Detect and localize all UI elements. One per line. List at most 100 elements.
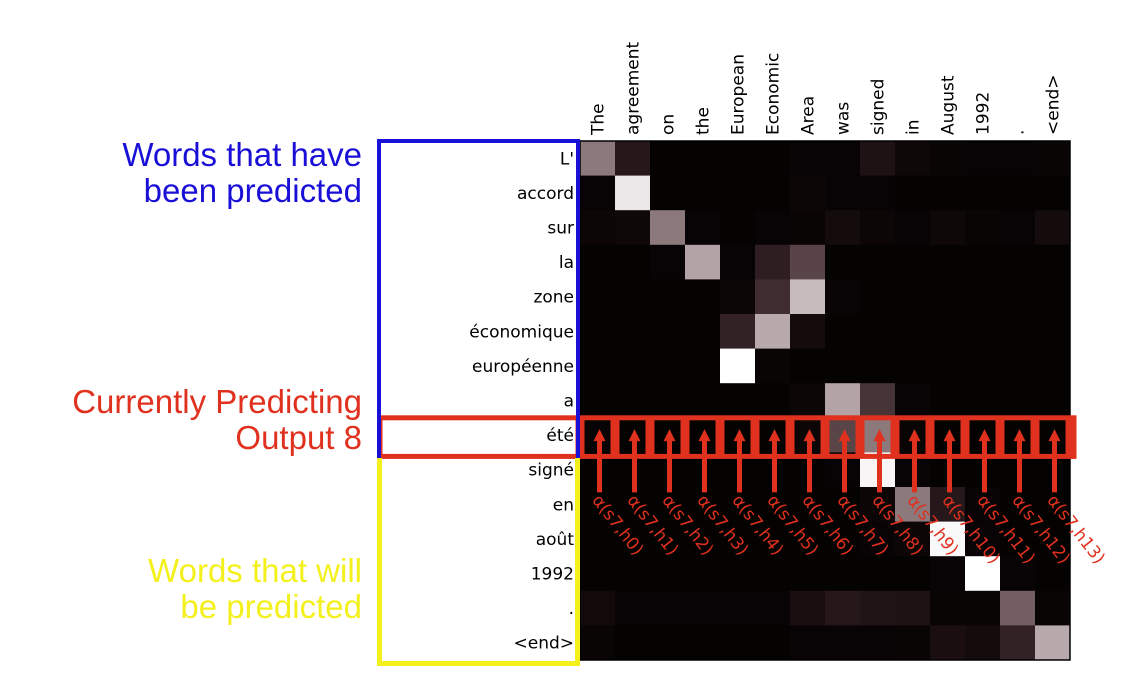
heatmap-cell-r3-c11: [965, 244, 1001, 280]
heatmap-cell-r7-c5: [755, 383, 791, 419]
x-tick-label: .: [1009, 130, 1029, 135]
heatmap-cell-r3-c13: [1035, 244, 1071, 280]
heatmap-cell-r6-c4: [720, 348, 756, 384]
heatmap-cell-r14-c12: [1000, 625, 1036, 661]
heatmap-cell-r13-c7: [825, 590, 861, 626]
heatmap-cell-r7-c0: [580, 383, 616, 419]
heatmap-cell-r0-c0: [580, 141, 616, 176]
heatmap-cell-r6-c10: [930, 348, 966, 384]
y-tick-label: a: [564, 392, 574, 412]
heatmap-cell-r14-c8: [860, 625, 896, 661]
heatmap-cell-r0-c4: [720, 141, 756, 176]
heatmap-cell-r14-c2: [650, 625, 686, 661]
future-annotation-line1: Words that will: [148, 552, 362, 589]
predicted-annotation-line1: Words that have: [122, 136, 362, 173]
heatmap-cell-r7-c9: [895, 383, 931, 419]
heatmap-cell-r14-c0: [580, 625, 616, 661]
heatmap-cell-r13-c5: [755, 590, 791, 626]
heatmap-cell-r7-c8: [860, 383, 896, 419]
heatmap-cell-r12-c6: [790, 556, 826, 592]
attention-arrowhead: [1048, 429, 1061, 442]
y-tick-label: <end>: [513, 634, 574, 654]
heatmap-cell-r3-c8: [860, 244, 896, 280]
attention-arrowhead: [908, 429, 921, 442]
heatmap-cell-r0-c3: [685, 141, 721, 176]
heatmap-cell-r2-c8: [860, 210, 896, 246]
heatmap-cell-r10-c12: [1000, 487, 1036, 522]
heatmap-cell-r13-c3: [685, 590, 721, 626]
heatmap-cell-r2-c0: [580, 210, 616, 246]
heatmap-cell-r4-c13: [1035, 279, 1071, 315]
x-tick-label: 1992: [974, 92, 994, 135]
heatmap-cell-r6-c8: [860, 348, 896, 384]
heatmap-cell-r3-c12: [1000, 244, 1036, 280]
attention-arrowhead: [873, 429, 886, 442]
heatmap-cell-r5-c12: [1000, 314, 1036, 349]
heatmap-cell-r13-c8: [860, 590, 896, 626]
heatmap-cell-r13-c4: [720, 590, 756, 626]
heatmap-cell-r5-c9: [895, 314, 931, 349]
heatmap-cell-r10-c2: [650, 487, 686, 522]
heatmap-cell-r5-c6: [790, 314, 826, 349]
heatmap-cell-r10-c13: [1035, 487, 1071, 522]
x-tick-label: was: [834, 102, 854, 135]
heatmap-cell-r7-c12: [1000, 383, 1036, 419]
x-tick-label: in: [904, 120, 924, 136]
heatmap-cell-r1-c5: [755, 175, 791, 211]
future-annotation: Words that will be predicted: [148, 553, 362, 625]
current-annotation-line1: Currently Predicting: [72, 383, 362, 420]
heatmap-cell-r10-c0: [580, 487, 616, 522]
heatmap-cell-r4-c3: [685, 279, 721, 315]
x-tick-label: on: [659, 114, 679, 135]
heatmap-cell-r1-c7: [825, 175, 861, 211]
heatmap-cell-r6-c13: [1035, 348, 1071, 384]
x-tick-label: <end>: [1044, 74, 1064, 135]
heatmap-cell-r12-c13: [1035, 556, 1071, 592]
heatmap-cell-r12-c8: [860, 556, 896, 592]
heatmap-cell-r0-c13: [1035, 141, 1071, 176]
heatmap-cell-r2-c13: [1035, 210, 1071, 246]
heatmap-cell-r13-c13: [1035, 590, 1071, 626]
attention-arrowhead: [768, 429, 781, 442]
heatmap-cell-r7-c1: [615, 383, 651, 419]
heatmap-cell-r12-c10: [930, 556, 966, 592]
x-tick-label: European: [729, 54, 749, 135]
heatmap-cell-r3-c2: [650, 244, 686, 280]
heatmap-cell-r1-c0: [580, 175, 616, 211]
heatmap-cell-r11-c8: [860, 521, 896, 557]
y-tick-label: accord: [517, 184, 574, 204]
heatmap-cell-r2-c1: [615, 210, 651, 246]
heatmap-cell-r4-c1: [615, 279, 651, 315]
heatmap-cell-r1-c6: [790, 175, 826, 211]
heatmap-cell-r6-c9: [895, 348, 931, 384]
x-tick-label: August: [939, 75, 959, 135]
heatmap-cell-r4-c9: [895, 279, 931, 315]
heatmap-cell-r1-c3: [685, 175, 721, 211]
heatmap-cell-r4-c5: [755, 279, 791, 315]
attention-arrowhead: [803, 429, 816, 442]
heatmap-cell-r1-c8: [860, 175, 896, 211]
heatmap-cell-r7-c6: [790, 383, 826, 419]
heatmap-cell-r6-c0: [580, 348, 616, 384]
heatmap-cell-r4-c12: [1000, 279, 1036, 315]
predicted-words-box: [377, 139, 580, 461]
y-tick-label: août: [536, 530, 575, 550]
heatmap-cell-r4-c7: [825, 279, 861, 315]
current-annotation: Currently Predicting Output 8: [72, 384, 362, 456]
heatmap-cell-r11-c0: [580, 521, 616, 557]
heatmap-cell-r12-c12: [1000, 556, 1036, 592]
heatmap-cell-r3-c6: [790, 244, 826, 280]
heatmap-cell-r2-c2: [650, 210, 686, 246]
predicted-annotation: Words that have been predicted: [122, 137, 362, 209]
heatmap-cell-r2-c7: [825, 210, 861, 246]
heatmap-cell-r14-c10: [930, 625, 966, 661]
heatmap-cell-r14-c7: [825, 625, 861, 661]
heatmap-cell-r11-c2: [650, 521, 686, 557]
heatmap-cell-r12-c4: [720, 556, 756, 592]
heatmap-cell-r6-c7: [825, 348, 861, 384]
heatmap-cell-r10-c7: [825, 487, 861, 522]
heatmap-cell-r11-c7: [825, 521, 861, 557]
heatmap-cell-r14-c1: [615, 625, 651, 661]
